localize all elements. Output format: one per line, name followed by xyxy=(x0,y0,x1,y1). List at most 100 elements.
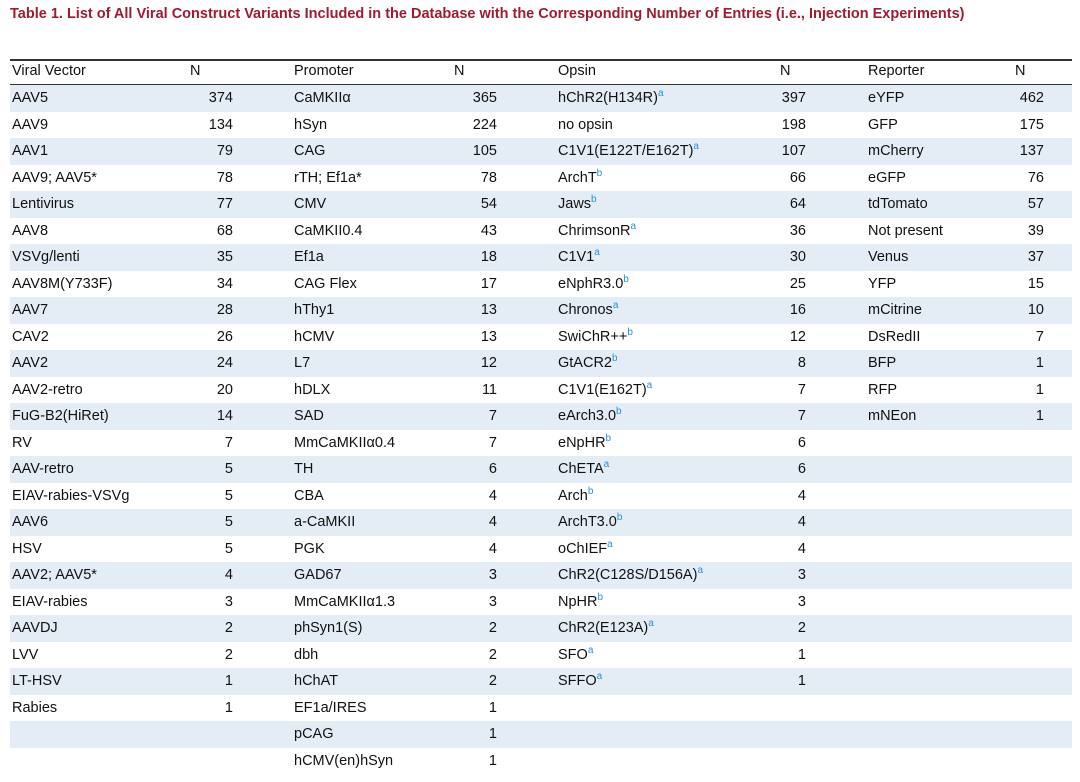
name-cell: EIAV-rabies-VSVg xyxy=(12,483,129,509)
count-cell: 30 xyxy=(789,249,806,265)
name-text: AAV9 xyxy=(12,116,49,133)
name-cell: eGFP xyxy=(868,165,906,191)
name-cell: C1V1(E162T)a xyxy=(558,377,652,403)
count-cell: 365 xyxy=(472,90,497,106)
footnote-mark: b xyxy=(587,485,594,497)
name-text: Chronos xyxy=(558,302,613,318)
name-text: tdTomato xyxy=(868,196,928,212)
name-cell: hChR2(H134R)a xyxy=(558,85,664,111)
name-cell: ChR2(E123A)a xyxy=(558,615,654,641)
name-cell: Not present xyxy=(868,218,943,244)
count-cell: 13 xyxy=(480,328,497,345)
count-cell: 77 xyxy=(216,196,233,212)
footnote-mark: a xyxy=(646,379,653,391)
count-cell: 1 xyxy=(224,699,233,716)
name-cell: NpHRb xyxy=(558,589,603,615)
name-text: eYFP xyxy=(868,90,905,106)
name-text: oChIEF xyxy=(558,540,608,557)
footnote-mark: a xyxy=(596,671,603,683)
count-cell: 4 xyxy=(488,540,497,557)
row-stripe xyxy=(10,615,1072,642)
count-cell: 78 xyxy=(480,169,497,186)
name-text: hChAT xyxy=(294,673,339,689)
name-cell: dbh xyxy=(294,642,318,668)
name-cell: Venus xyxy=(868,244,908,270)
row-stripe xyxy=(10,721,1072,748)
name-cell: GFP xyxy=(868,112,898,138)
count-cell: 1 xyxy=(224,673,233,689)
name-text: Lentivirus xyxy=(12,196,75,212)
name-text: CAV2 xyxy=(12,328,49,345)
count-cell: 1 xyxy=(488,699,497,716)
name-text: eArch3.0 xyxy=(558,408,617,424)
name-text: mCherry xyxy=(868,143,924,159)
name-text: DsRedII xyxy=(868,328,921,345)
name-cell: rTH; Ef1a* xyxy=(294,165,362,191)
column-header: N xyxy=(190,63,201,79)
name-cell: Jawsb xyxy=(558,191,597,217)
column-header: N xyxy=(454,63,465,79)
name-cell: hSyn xyxy=(294,112,327,138)
count-cell: 3 xyxy=(488,593,497,610)
name-cell: AAV-retro xyxy=(12,456,74,482)
count-cell: 25 xyxy=(789,275,806,292)
column-header: Promoter xyxy=(294,63,354,79)
table-title: Table 1. List of All Viral Construct Var… xyxy=(10,6,965,22)
name-text: AAV-retro xyxy=(12,461,74,477)
name-text: BFP xyxy=(868,355,897,371)
name-cell: Archb xyxy=(558,483,593,509)
count-cell: 4 xyxy=(797,487,806,504)
name-text: LVV xyxy=(12,646,39,663)
name-cell: AAV2 xyxy=(12,350,48,376)
name-text: VSVg/lenti xyxy=(12,249,80,265)
name-text: L7 xyxy=(294,355,311,371)
name-cell: ChETAa xyxy=(558,456,609,482)
count-cell: 462 xyxy=(1019,90,1044,106)
count-cell: 12 xyxy=(480,355,497,371)
count-cell: 1 xyxy=(797,646,806,663)
name-cell: DsRedII xyxy=(868,324,920,350)
count-cell: 57 xyxy=(1027,196,1044,212)
name-text: eNpHR xyxy=(558,434,606,451)
count-cell: 1 xyxy=(488,752,497,769)
name-text: PGK xyxy=(294,540,325,557)
name-text: ChETA xyxy=(558,461,604,477)
name-cell: Ef1a xyxy=(294,244,324,270)
count-cell: 1 xyxy=(1035,408,1044,424)
count-cell: 66 xyxy=(789,169,806,186)
count-cell: 137 xyxy=(1019,143,1044,159)
name-text: Venus xyxy=(868,249,909,265)
name-text: EF1a/IRES xyxy=(294,699,367,716)
count-cell: 7 xyxy=(488,434,497,451)
name-cell: C1V1a xyxy=(558,244,600,270)
name-text: SAD xyxy=(294,408,324,424)
name-cell: L7 xyxy=(294,350,310,376)
count-cell: 6 xyxy=(488,461,497,477)
name-cell: AAV6 xyxy=(12,509,48,535)
count-cell: 3 xyxy=(488,567,497,583)
count-cell: 2 xyxy=(488,620,497,636)
count-cell: 16 xyxy=(789,302,806,318)
name-text: AAV6 xyxy=(12,514,49,530)
count-cell: 7 xyxy=(224,434,233,451)
name-cell: YFP xyxy=(868,271,896,297)
column-header: Reporter xyxy=(868,63,925,79)
name-text: mNEon xyxy=(868,408,917,424)
name-cell: TH xyxy=(294,456,313,482)
name-cell: SFOa xyxy=(558,642,593,668)
count-cell: 6 xyxy=(797,434,806,451)
name-text: a-CaMKII xyxy=(294,514,356,530)
footnote-mark: a xyxy=(693,141,699,153)
name-text: hCMV(en)hSyn xyxy=(294,752,394,769)
name-cell: eArch3.0b xyxy=(558,403,622,429)
row-stripe xyxy=(10,403,1072,430)
footnote-mark: a xyxy=(603,459,610,471)
name-cell: CAG xyxy=(294,138,325,164)
name-cell: ChrimsonRa xyxy=(558,218,636,244)
name-text: ArchT xyxy=(558,169,597,186)
name-cell: GAD67 xyxy=(294,562,342,588)
name-cell: no opsin xyxy=(558,112,613,138)
count-cell: 7 xyxy=(1035,328,1044,345)
name-text: SFFO xyxy=(558,673,597,689)
